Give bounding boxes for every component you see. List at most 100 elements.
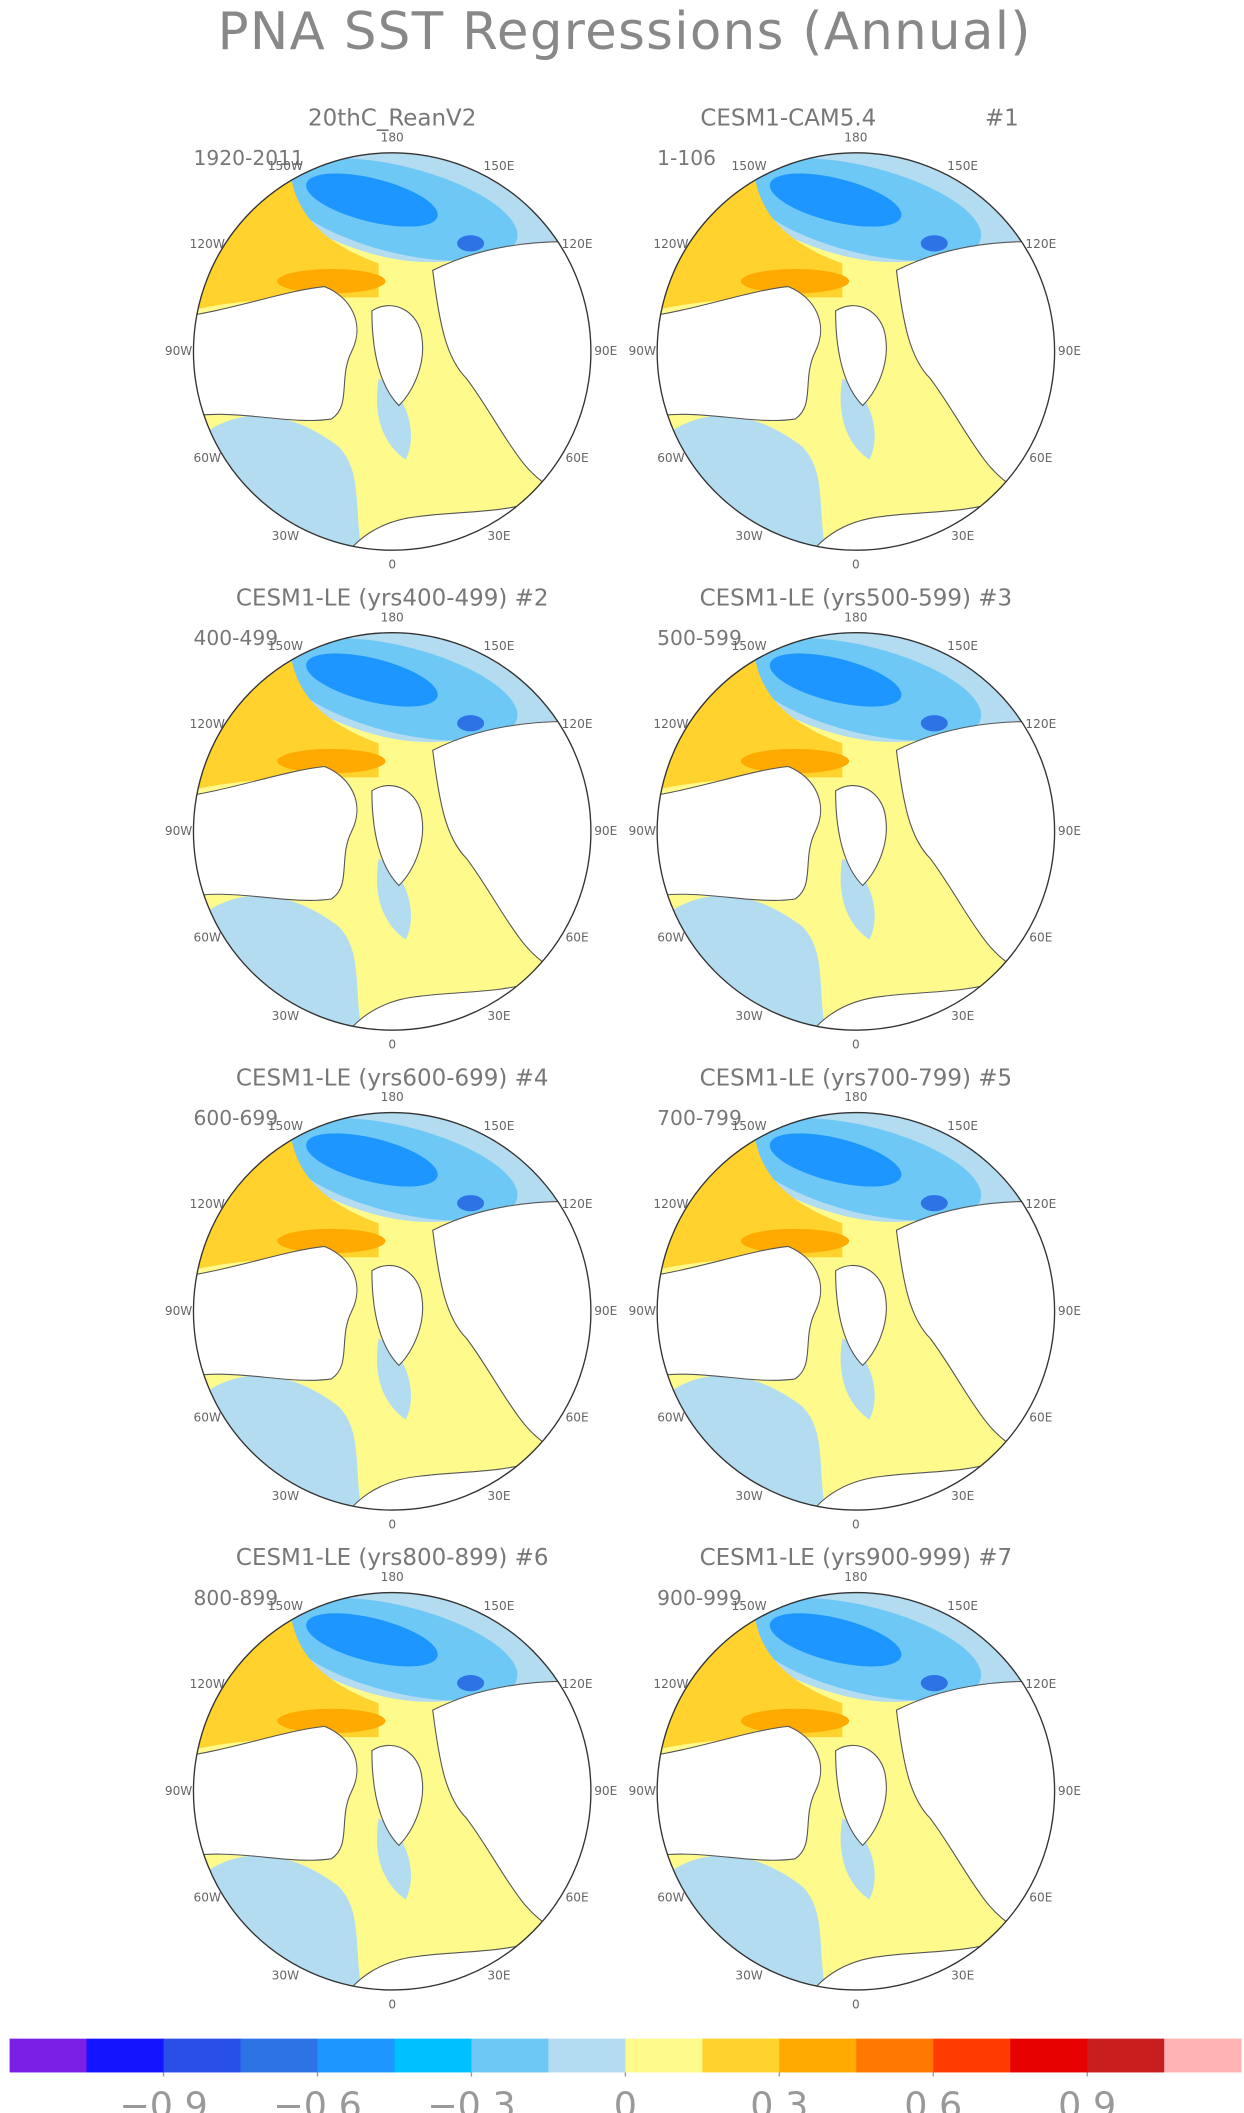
longitude-label: 120E <box>562 237 593 251</box>
land <box>657 1245 822 1381</box>
colorbar-label: 0.3 <box>750 2084 808 2113</box>
longitude-label: 150E <box>484 639 515 653</box>
colorbar-swatch <box>163 2038 241 2073</box>
land <box>835 785 887 887</box>
map-border <box>656 1591 1056 1991</box>
map-field <box>193 152 591 551</box>
field-blue-core <box>920 1195 948 1212</box>
longitude-label: 90E <box>1058 344 1081 358</box>
longitude-label: 150W <box>268 639 303 653</box>
longitude-label: 30W <box>735 1009 762 1023</box>
map-border <box>192 1591 592 1991</box>
longitude-label: 30E <box>487 1969 510 1983</box>
colorbar-label: 0 <box>614 2084 637 2113</box>
longitude-label: 90W <box>165 344 193 358</box>
map-field <box>657 632 1055 1031</box>
longitude-label: 120W <box>653 717 688 731</box>
longitude-label: 60E <box>1029 1891 1052 1905</box>
longitude-label: 120W <box>653 1197 688 1211</box>
longitude-label: 90E <box>594 344 617 358</box>
figure-title: PNA SST Regressions (Annual) <box>218 2 1032 62</box>
longitude-label: 60W <box>657 931 685 945</box>
field-orange-dark <box>277 269 386 294</box>
map-panel: CESM1-LE (yrs400-499) #2 400-499 180 150E 12… <box>165 585 618 1051</box>
map-panel: CESM1-LE (yrs700-799) #5 700-799 180 150E 12… <box>629 1065 1082 1531</box>
longitude-label: 90W <box>629 344 657 358</box>
longitude-label: 30E <box>487 529 510 543</box>
field-blue-dark <box>306 173 438 227</box>
longitude-label: 90W <box>629 1784 657 1798</box>
longitude-label: 30E <box>951 529 974 543</box>
map-field <box>193 1112 591 1511</box>
longitude-label: 150W <box>268 159 303 173</box>
colorbar-label: 0.6 <box>904 2084 962 2113</box>
field-light-blue <box>376 378 412 460</box>
longitude-label: 0 <box>852 558 860 572</box>
longitude-label: 90E <box>1058 1304 1081 1318</box>
longitude-label: 150E <box>947 1599 978 1613</box>
longitude-label: 30E <box>951 1489 974 1503</box>
field-blue-core <box>457 235 485 252</box>
land <box>835 1265 887 1367</box>
longitude-label: 150E <box>947 159 978 173</box>
field-light-blue <box>840 378 875 460</box>
longitude-label: 30E <box>487 1489 510 1503</box>
map-border <box>656 1111 1056 1511</box>
colorbar-swatch <box>548 2038 626 2073</box>
land <box>657 765 822 901</box>
colorbar-swatch <box>394 2038 472 2073</box>
colorbar-swatch <box>9 2038 87 2073</box>
longitude-label: 0 <box>388 1517 396 1531</box>
map-panel: CESM1-LE (yrs600-699) #4 600-699 180 150E 12… <box>165 1065 618 1531</box>
longitude-label: 150W <box>268 1119 303 1133</box>
land <box>371 1744 424 1847</box>
land <box>835 1744 887 1847</box>
longitude-label: 150W <box>731 159 766 173</box>
longitude-label: 120E <box>1025 237 1056 251</box>
land <box>371 1265 424 1367</box>
longitude-label: 120W <box>190 1677 225 1691</box>
longitude-label: 120E <box>562 1197 593 1211</box>
longitude-label: 120E <box>1025 1677 1056 1691</box>
map-panel: CESM1-LE (yrs500-599) #3 500-599 180 150E 12… <box>629 585 1082 1051</box>
field-blue-dark <box>769 1613 902 1667</box>
longitude-label: 180 <box>844 1090 867 1104</box>
longitude-label: 120E <box>1025 717 1056 731</box>
longitude-label: 60W <box>657 1891 685 1905</box>
panel-title: CESM1-LE (yrs500-599) #3 <box>700 585 1013 611</box>
longitude-label: 150W <box>731 1119 766 1133</box>
land <box>432 241 591 515</box>
longitude-label: 60W <box>193 1411 221 1425</box>
longitude-label: 120W <box>190 1197 225 1211</box>
longitude-label: 60W <box>193 931 221 945</box>
longitude-label: 120W <box>653 1677 688 1691</box>
longitude-label: 150W <box>268 1599 303 1613</box>
longitude-label: 60E <box>566 931 589 945</box>
land <box>657 286 822 422</box>
colorbar-label: 0.9 <box>1058 2084 1116 2113</box>
colorbar-swatch <box>1164 2038 1242 2073</box>
longitude-label: 0 <box>852 1038 860 1052</box>
longitude-label: 150W <box>731 639 766 653</box>
panel-title: CESM1-LE (yrs400-499) #2 <box>236 585 549 611</box>
longitude-label: 30E <box>951 1009 974 1023</box>
field-blue-dark <box>306 1133 438 1187</box>
map-field <box>657 152 1055 551</box>
panel-period: 400-499 <box>193 626 278 650</box>
map-panel: CESM1-LE (yrs800-899) #6 800-899 180 150E 12… <box>165 1545 618 2011</box>
field-blue-dark <box>769 653 902 707</box>
colorbar-swatch <box>779 2038 857 2073</box>
longitude-label: 60W <box>193 451 221 465</box>
field-blue-core <box>920 235 948 252</box>
field-blue-core <box>920 715 948 732</box>
longitude-label: 90W <box>629 1304 657 1318</box>
panel-title: CESM1-LE (yrs800-899) #6 <box>236 1545 549 1571</box>
map-field <box>657 1112 1055 1511</box>
field-orange-dark <box>740 269 850 294</box>
colorbar-swatch <box>471 2038 549 2073</box>
panel-period: 900-999 <box>657 1586 742 1610</box>
longitude-label: 30W <box>272 1489 300 1503</box>
longitude-label: 150E <box>484 1599 515 1613</box>
map-panel: CESM1-CAM5.4 #1 1-106 180 150E 120E 90E 60E 30E 0… <box>629 105 1082 571</box>
